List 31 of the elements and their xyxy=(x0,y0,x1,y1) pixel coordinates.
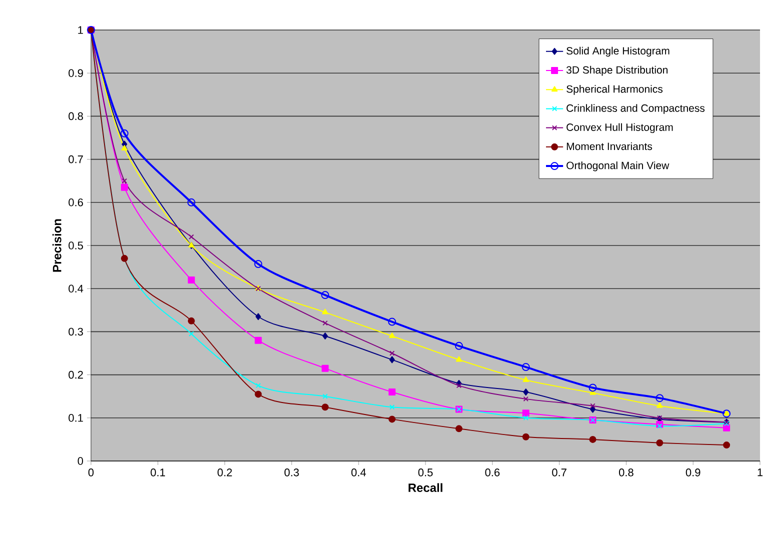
y-tick-label: 0.8 xyxy=(68,112,83,120)
y-tick-label: 0.5 xyxy=(68,242,83,250)
legend-label: Orthogonal Main View xyxy=(566,161,670,172)
legend-label: Solid Angle Histogram xyxy=(566,46,670,57)
x-tick-label: 0.3 xyxy=(284,468,299,476)
y-tick-label: 0.6 xyxy=(68,198,83,206)
x-tick-label: 0.6 xyxy=(485,468,500,476)
x-tick-label: 0.8 xyxy=(618,468,634,476)
x-tick-label: 1 xyxy=(758,468,763,476)
x-tick-label: 0.5 xyxy=(418,468,433,476)
y-tick-label: 0 xyxy=(78,457,84,465)
legend-label: Convex Hull Histogram xyxy=(566,123,673,134)
x-axis-title: Recall xyxy=(408,483,442,492)
x-tick-label: 0.1 xyxy=(150,468,166,476)
y-axis-title: Precision xyxy=(52,219,62,272)
legend-label: Crinkliness and Compactness xyxy=(566,104,705,114)
x-tick-label: 0.7 xyxy=(552,468,566,476)
legend-label: Spherical Harmonics xyxy=(566,85,663,95)
y-tick-label: 0.4 xyxy=(68,284,84,292)
y-tick-label: 0.9 xyxy=(68,69,83,77)
x-tick-label: 0.4 xyxy=(351,468,366,476)
x-tick-label: 0.2 xyxy=(218,468,232,476)
legend-label: Moment Invariants xyxy=(566,142,652,150)
y-tick-label: 1 xyxy=(78,26,83,34)
x-tick-label: 0.9 xyxy=(686,468,700,476)
y-tick-label: 0.1 xyxy=(68,414,83,422)
y-tick-label: 0.2 xyxy=(68,370,83,379)
y-tick-label: 0.3 xyxy=(68,328,83,336)
x-tick-label: 0 xyxy=(88,468,94,476)
y-tick-label: 0.7 xyxy=(68,155,83,164)
legend-label: 3D Shape Distribution xyxy=(566,66,668,76)
